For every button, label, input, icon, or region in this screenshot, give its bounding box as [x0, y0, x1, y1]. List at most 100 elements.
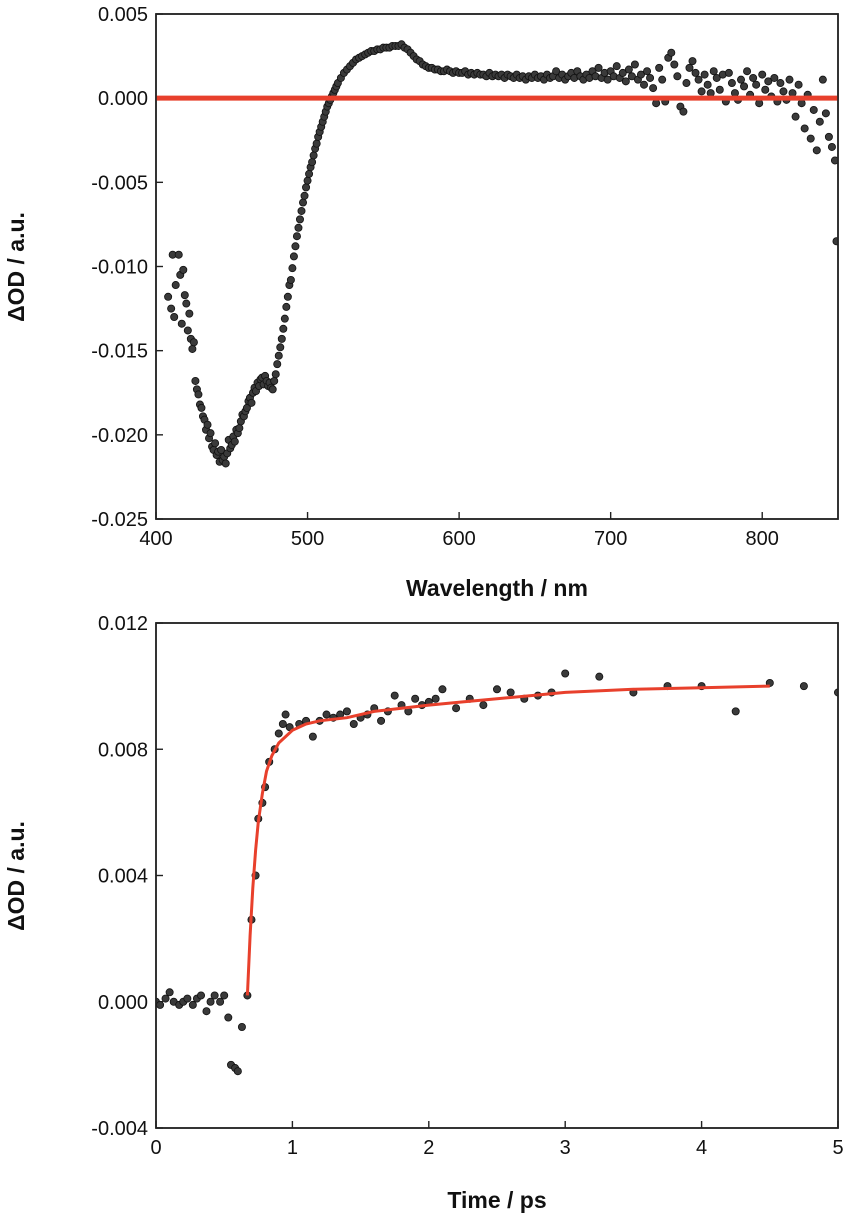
kinetics-data-point: [278, 720, 287, 729]
kinetics-x-tick-label: 0: [150, 1137, 161, 1159]
spectrum-data-point: [294, 223, 303, 232]
spectrum-data-point: [697, 87, 706, 96]
kinetics-y-tick-label: 0.008: [98, 739, 148, 761]
kinetics-x-tick-label: 1: [287, 1137, 298, 1159]
spectrum-data-point: [188, 344, 197, 353]
spectrum-data-point: [758, 70, 767, 79]
spectrum-data-point: [712, 73, 721, 82]
kinetics-data-point: [431, 694, 440, 703]
spectrum-data-point: [809, 105, 818, 114]
kinetics-data-point: [492, 685, 501, 694]
kinetics-y-tick-label: -0.004: [91, 1118, 148, 1140]
kinetics-fit-curve: [245, 684, 770, 996]
kinetics-data-point: [156, 1000, 165, 1009]
spectrum-data-point: [189, 338, 198, 347]
spectrum-data-point: [727, 79, 736, 88]
spectrum-data-point: [800, 124, 809, 133]
spectrum-y-tick-label: 0.005: [98, 4, 148, 26]
spectrum-data-point: [761, 85, 770, 94]
spectrum-data-point: [685, 63, 694, 72]
kinetics-panel: Time / ps ΔOD / a.u. 0 1 2 3 4 5 -0.004 0.000 0.…: [3, 613, 844, 1213]
spectrum-x-axis-title: Wavelength / nm: [406, 575, 588, 601]
spectrum-data-point: [640, 80, 649, 89]
spectrum-data-point: [627, 72, 636, 81]
spectrum-data-point: [752, 80, 761, 89]
kinetics-y-axis-title: ΔOD / a.u.: [3, 821, 29, 931]
spectrum-data-point: [636, 70, 645, 79]
spectrum-data-point: [700, 70, 709, 79]
kinetics-y-tick-label: 0.000: [98, 992, 148, 1014]
spectrum-data-point: [552, 67, 561, 76]
spectrum-data-point: [724, 68, 733, 77]
kinetics-data-layer: [156, 669, 838, 1076]
spectrum-data-point: [737, 75, 746, 84]
spectrum-data-point: [171, 281, 180, 290]
spectrum-data-point: [709, 67, 718, 76]
kinetics-data-point: [479, 701, 488, 710]
spectrum-data-point: [621, 77, 630, 86]
spectrum-data-point: [612, 62, 621, 71]
spectrum-data-point: [276, 343, 285, 352]
spectrum-data-point: [603, 75, 612, 84]
kinetics-data-point: [183, 994, 192, 1003]
kinetics-data-point: [595, 672, 604, 681]
spectrum-data-point: [821, 109, 830, 118]
kinetics-data-point: [165, 988, 174, 997]
spectrum-data-point: [235, 424, 244, 433]
kinetics-data-point: [188, 1000, 197, 1009]
spectrum-data-point: [247, 398, 256, 407]
kinetics-data-point: [281, 710, 290, 719]
spectrum-data-point: [182, 299, 191, 308]
spectrum-panel: Wavelength / nm ΔOD / a.u. 400 500 600 700 8…: [3, 4, 839, 601]
spectrum-data-point: [694, 75, 703, 84]
spectrum-x-tick-label: 600: [442, 528, 475, 550]
spectrum-data-point: [211, 439, 220, 448]
spectrum-data-point: [283, 292, 292, 301]
spectrum-data-point: [618, 68, 627, 77]
spectrum-data-point: [715, 85, 724, 94]
spectrum-data-point: [832, 237, 838, 246]
kinetics-data-point: [834, 688, 838, 697]
spectrum-data-point: [300, 191, 309, 200]
kinetics-data-point: [411, 694, 420, 703]
spectrum-data-point: [292, 232, 301, 241]
spectrum-data-point: [791, 112, 800, 121]
spectrum-data-point: [688, 57, 697, 66]
spectrum-data-point: [197, 403, 206, 412]
spectrum-data-point: [812, 146, 821, 155]
spectrum-data-point: [730, 89, 739, 98]
spectrum-data-point: [221, 459, 230, 468]
spectrum-data-point: [177, 319, 186, 328]
spectrum-data-point: [277, 334, 286, 343]
spectrum-y-tick-label: -0.010: [91, 257, 148, 279]
spectrum-data-point: [643, 67, 652, 76]
spectrum-data-point: [274, 351, 283, 360]
spectrum-data-point: [624, 65, 633, 74]
spectrum-data-point: [185, 309, 194, 318]
spectrum-data-point: [679, 107, 688, 116]
spectrum-data-point: [776, 79, 785, 88]
spectrum-data-point: [658, 75, 667, 84]
spectrum-data-point: [305, 169, 314, 178]
spectrum-data-layer: [156, 40, 838, 468]
kinetics-data-point: [322, 710, 331, 719]
kinetics-data-point: [220, 991, 229, 1000]
spectrum-data-point: [282, 302, 291, 311]
spectrum-data-point: [180, 291, 189, 300]
kinetics-data-point: [308, 732, 317, 741]
spectrum-data-point: [806, 134, 815, 143]
spectrum-plot-border: [155, 13, 839, 520]
kinetics-data-point: [210, 991, 219, 1000]
spectrum-data-point: [749, 73, 758, 82]
spectrum-data-point: [788, 89, 797, 98]
spectrum-data-point: [280, 314, 289, 323]
spectrum-y-tick-label: -0.025: [91, 509, 148, 531]
kinetics-x-tick-label: 2: [423, 1137, 434, 1159]
kinetics-data-point: [202, 1007, 211, 1016]
spectrum-y-tick-label: -0.005: [91, 172, 148, 194]
spectrum-data-point: [682, 79, 691, 88]
spectrum-data-point: [706, 89, 715, 98]
spectrum-data-point: [743, 67, 752, 76]
spectrum-data-point: [703, 80, 712, 89]
